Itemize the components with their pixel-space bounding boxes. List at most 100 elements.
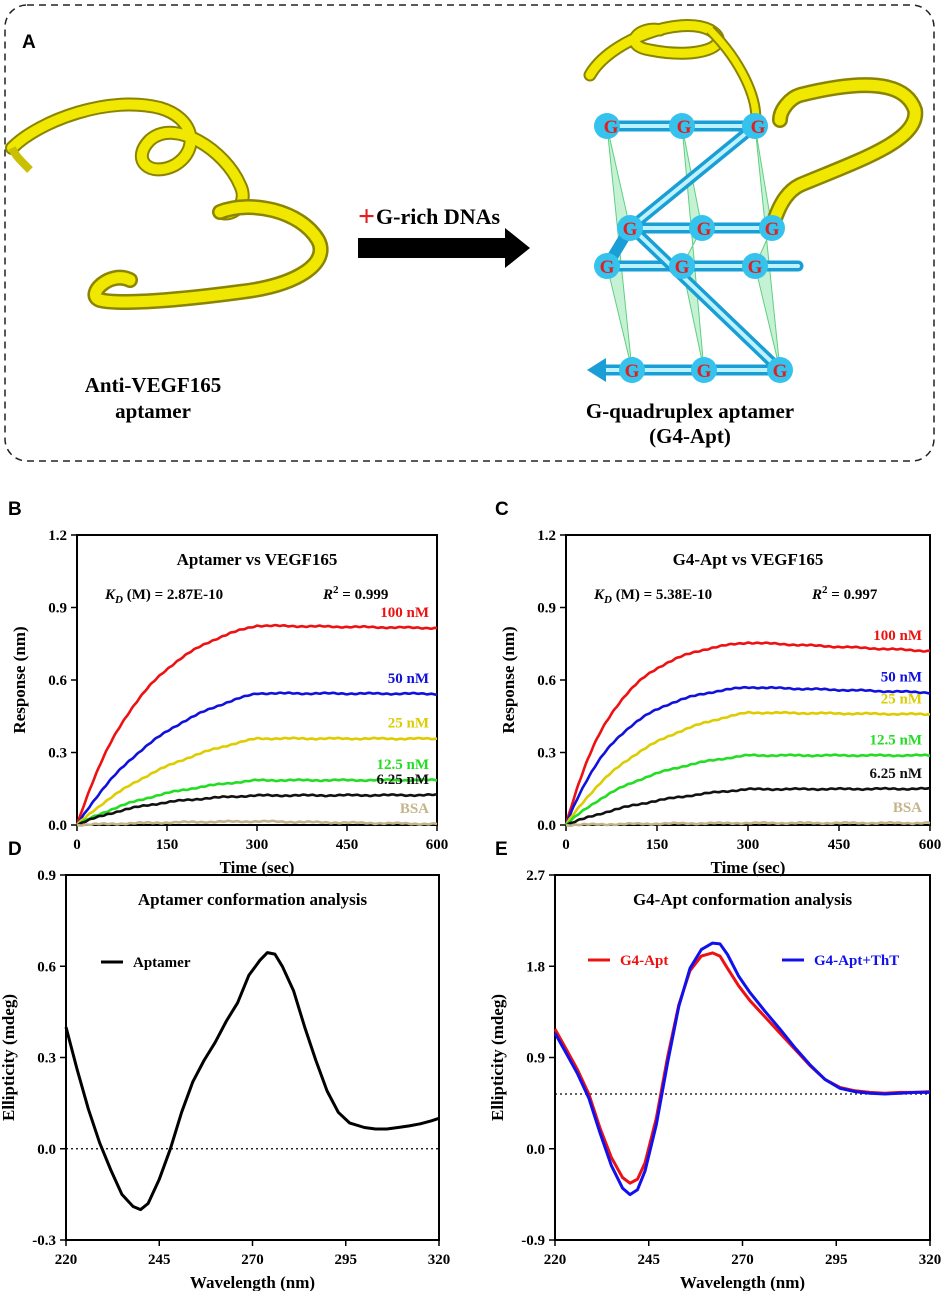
series-label: 6.25 nM xyxy=(377,772,430,788)
g4-label-line1: G-quadruplex aptamer xyxy=(586,399,794,423)
g-node: G xyxy=(751,117,766,138)
x-tick-label: 270 xyxy=(241,1252,264,1268)
x-tick-label: 0 xyxy=(73,837,81,853)
y-tick-label: 1.2 xyxy=(537,528,556,544)
y-tick-label: 0.0 xyxy=(48,818,67,834)
plus-sign: + xyxy=(358,200,375,233)
panel-a-letter: A xyxy=(22,32,36,53)
g-node: G xyxy=(600,257,615,278)
series-label: 100 nM xyxy=(380,605,429,621)
series-label: 25 nM xyxy=(881,691,922,707)
chart-panel-b: B 0 150 300 450 600 0.0 0.3 0.6 0.9 1.2 Time (sec) R… xyxy=(8,499,448,877)
y-tick-label: 0.6 xyxy=(537,673,556,689)
panel-letter: C xyxy=(495,499,509,520)
y-axis-label: Ellipticity (mdeg) xyxy=(0,994,18,1121)
series-line xyxy=(75,736,437,826)
g-node: G xyxy=(748,257,763,278)
y-tick-label: 1.8 xyxy=(526,959,545,975)
legend-label: Aptamer xyxy=(133,955,191,971)
x-axis-label: Time (sec) xyxy=(220,858,295,877)
series-line xyxy=(64,951,440,1212)
series-line xyxy=(76,777,438,826)
series-label: BSA xyxy=(893,800,922,816)
series-label: 50 nM xyxy=(388,671,429,687)
g-node: G xyxy=(675,257,690,278)
chart-title: G4-Apt conformation analysis xyxy=(633,890,853,909)
panel-letter: D xyxy=(8,839,22,860)
y-tick-label: 0.3 xyxy=(48,746,67,762)
y-tick-label: -0.9 xyxy=(521,1233,545,1249)
legend-label: G4-Apt+ThT xyxy=(814,953,899,969)
r2-annotation: R2 = 0.997 xyxy=(811,584,878,603)
plot-frame xyxy=(65,874,440,1241)
x-tick-label: 220 xyxy=(544,1252,567,1268)
panel-letter: B xyxy=(8,499,22,520)
y-tick-label: 0.9 xyxy=(48,601,67,617)
y-tick-label: 0.0 xyxy=(526,1142,545,1158)
y-tick-label: 0.9 xyxy=(526,1051,545,1067)
y-tick-label: 1.2 xyxy=(48,528,67,544)
y-tick-label: 0.0 xyxy=(537,818,556,834)
g-node: G xyxy=(765,219,780,240)
chart-title: Aptamer vs VEGF165 xyxy=(177,550,338,569)
x-tick-label: 150 xyxy=(156,837,179,853)
series-line xyxy=(75,691,438,826)
series-line xyxy=(565,753,931,826)
series-label: 12.5 nM xyxy=(377,757,430,773)
y-tick-label: 0.9 xyxy=(37,868,56,884)
chart-panel-c: C 0 150 300 450 600 0.0 0.3 0.6 0.9 1.2 Time (sec) R… xyxy=(495,499,941,877)
y-tick-label: 0.9 xyxy=(537,601,556,617)
y-tick-label: 0.0 xyxy=(37,1142,56,1158)
chart-title: G4-Apt vs VEGF165 xyxy=(673,550,824,569)
g-node: G xyxy=(697,361,712,382)
series-line xyxy=(75,623,438,826)
y-tick-label: 2.7 xyxy=(526,868,545,884)
x-tick-label: 300 xyxy=(246,837,269,853)
x-tick-label: 300 xyxy=(737,837,760,853)
r2-annotation: R2 = 0.999 xyxy=(322,584,388,603)
chart-panel-e: E 220 245 270 295 320 -0.9 0.0 0.9 1.8 2.7 Waveleng… xyxy=(488,839,941,1291)
y-tick-label: 0.3 xyxy=(37,1051,56,1067)
x-axis-label: Wavelength (nm) xyxy=(190,1273,315,1291)
x-tick-label: 220 xyxy=(55,1252,78,1268)
series-label: 6.25 nM xyxy=(870,766,923,782)
y-tick-label: -0.3 xyxy=(32,1233,56,1249)
series-label: BSA xyxy=(400,801,429,817)
x-tick-label: 450 xyxy=(828,837,851,853)
series-label: 100 nM xyxy=(873,628,922,644)
x-tick-label: 245 xyxy=(638,1252,661,1268)
series-line xyxy=(76,819,438,827)
series-line xyxy=(553,941,930,1197)
kd-annotation: KD (M) = 5.38E-10 xyxy=(593,587,712,606)
g-node: G xyxy=(697,219,712,240)
aptamer-label-line2: aptamer xyxy=(115,399,191,423)
x-tick-label: 320 xyxy=(919,1252,941,1268)
chart-panel-d: D 220 245 270 295 320 -0.3 0.0 0.3 0.6 0.9 Waveleng… xyxy=(0,839,450,1291)
series-label: 25 nM xyxy=(388,716,429,732)
x-tick-label: 600 xyxy=(919,837,941,853)
x-tick-label: 600 xyxy=(426,837,449,853)
x-tick-label: 270 xyxy=(731,1252,754,1268)
x-axis-label: Wavelength (nm) xyxy=(680,1273,805,1291)
x-axis-label: Time (sec) xyxy=(711,858,786,877)
x-tick-label: 295 xyxy=(825,1252,848,1268)
aptamer-ribbon-illustration xyxy=(5,97,329,310)
g-node: G xyxy=(677,117,692,138)
series-line xyxy=(564,685,931,826)
x-tick-label: 0 xyxy=(562,837,570,853)
series-line xyxy=(564,641,931,826)
series-label: 12.5 nM xyxy=(870,732,923,748)
x-tick-label: 245 xyxy=(148,1252,171,1268)
y-tick-label: 0.6 xyxy=(48,673,67,689)
series-line xyxy=(565,786,931,827)
y-axis-label: Ellipticity (mdeg) xyxy=(488,994,507,1121)
g-node: G xyxy=(773,361,788,382)
g-node: G xyxy=(623,219,638,240)
g4-label-line2: (G4-Apt) xyxy=(649,424,731,448)
kd-annotation: KD (M) = 2.87E-10 xyxy=(104,587,223,606)
chart-title: Aptamer conformation analysis xyxy=(138,890,368,909)
legend-label: G4-Apt xyxy=(620,953,668,969)
x-tick-label: 150 xyxy=(646,837,669,853)
y-tick-label: 0.3 xyxy=(537,746,556,762)
